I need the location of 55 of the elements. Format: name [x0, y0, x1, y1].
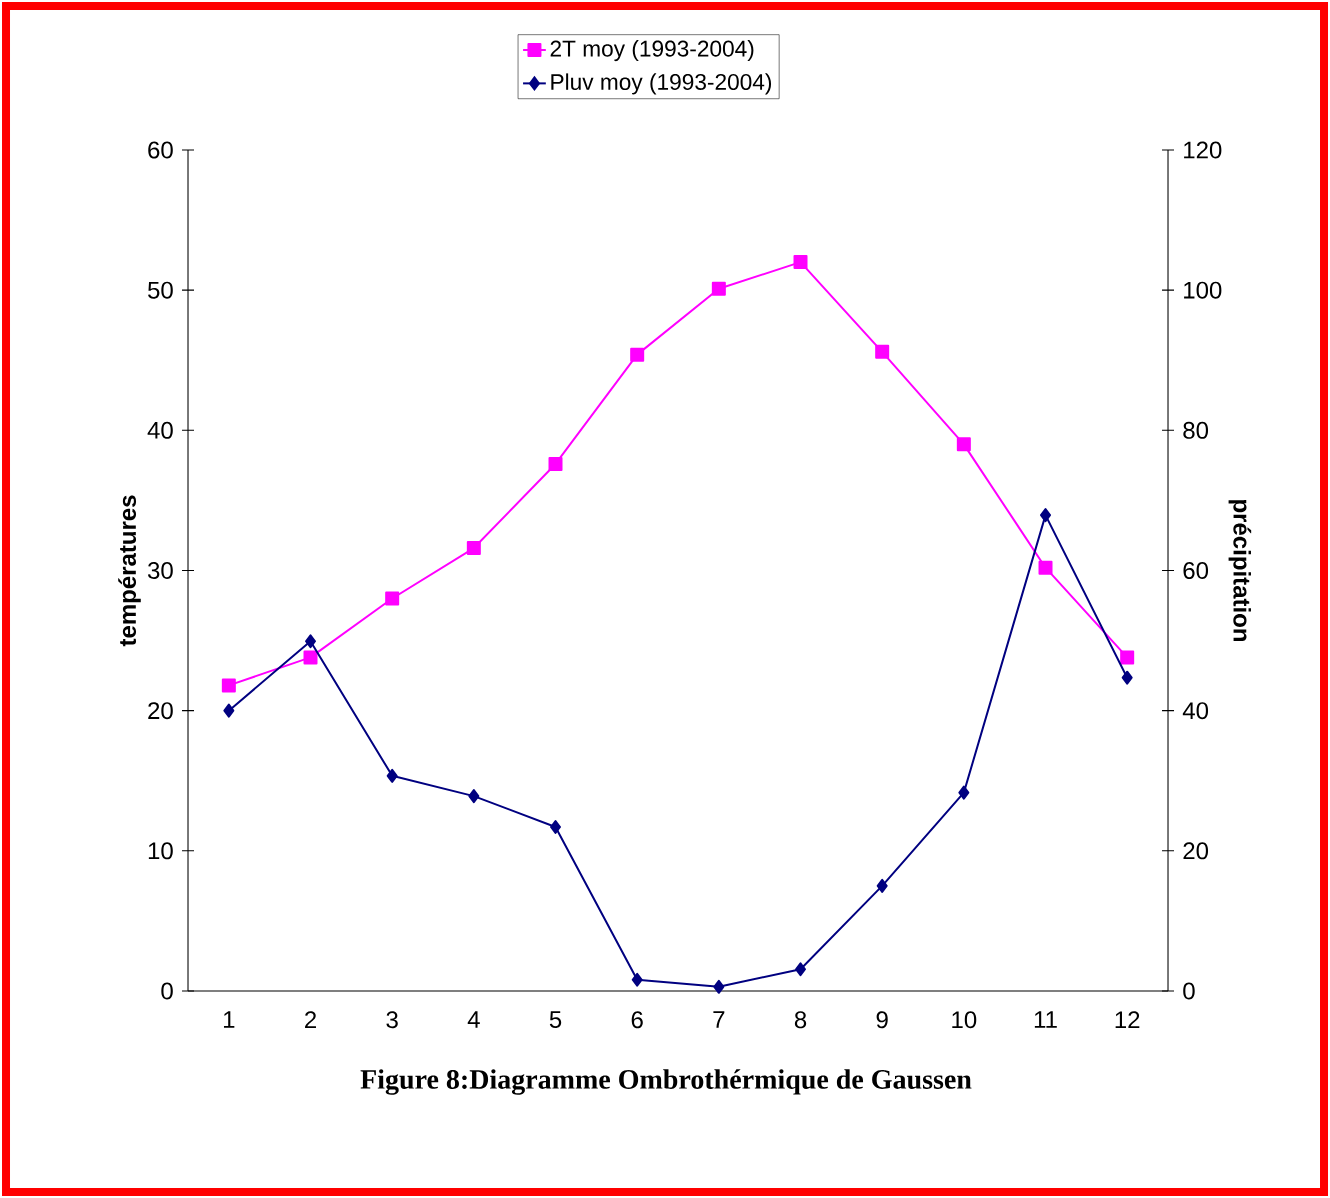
x-tick-label: 12 — [1115, 1011, 1140, 1029]
point — [711, 281, 726, 296]
point — [1121, 670, 1133, 685]
point — [223, 703, 235, 718]
y2-tick-label: 0 — [1183, 982, 1195, 1000]
y-tick-label: 50 — [148, 281, 173, 299]
y-tick-label: 0 — [161, 982, 173, 1000]
x-tick-label: 5 — [549, 1011, 562, 1028]
point — [630, 347, 645, 362]
y-tick-label: 20 — [148, 702, 173, 720]
y2-tick-label: 20 — [1183, 842, 1209, 860]
point — [466, 541, 481, 556]
x-tick-label: 3 — [386, 1011, 398, 1029]
legend-label: 2T moy (1993-2004) — [550, 40, 754, 62]
point — [1120, 650, 1135, 665]
point — [550, 819, 562, 834]
text: Figure 8:Diagramme Ombrothérmique de Gaussen — [360, 1069, 972, 1095]
point — [1038, 560, 1053, 575]
x-tick-label: 4 — [467, 1011, 480, 1028]
x-tick-label: 2 — [305, 1011, 316, 1029]
point — [305, 634, 317, 649]
x-tick-label: 1 — [223, 1011, 235, 1028]
y2-tick-label: 100 — [1184, 281, 1222, 299]
point — [303, 650, 318, 665]
y2-tick-label: 120 — [1184, 141, 1222, 159]
x-tick-label: 8 — [794, 1011, 807, 1029]
y2-axis-title: précipitation — [1228, 500, 1252, 642]
y-tick-label: 40 — [147, 421, 173, 439]
point — [958, 785, 970, 800]
legend-label: Pluv moy (1993-2004) — [551, 73, 772, 95]
point — [221, 678, 236, 693]
x-tick-label: 11 — [1034, 1011, 1057, 1028]
y-tick-label: 60 — [148, 141, 173, 159]
point — [385, 591, 400, 606]
x-tick-label: 10 — [952, 1011, 977, 1029]
point — [875, 344, 890, 359]
point — [713, 979, 725, 994]
point — [795, 962, 807, 977]
point — [1040, 508, 1052, 523]
y-tick-label: 30 — [147, 561, 173, 579]
point — [956, 437, 971, 452]
y-tick-label: 10 — [148, 842, 173, 860]
point — [793, 255, 808, 270]
point — [631, 972, 643, 987]
point — [468, 789, 480, 804]
x-tick-label: 7 — [713, 1011, 725, 1028]
x-tick-label: 6 — [631, 1011, 643, 1029]
y2-tick-label: 60 — [1183, 561, 1209, 579]
y2-tick-label: 40 — [1182, 702, 1209, 720]
point — [548, 456, 563, 471]
y-axis-title: températures — [118, 495, 141, 647]
point — [876, 878, 888, 893]
point — [386, 768, 398, 783]
x-tick-label: 9 — [876, 1011, 888, 1029]
y2-tick-label: 80 — [1183, 421, 1209, 439]
